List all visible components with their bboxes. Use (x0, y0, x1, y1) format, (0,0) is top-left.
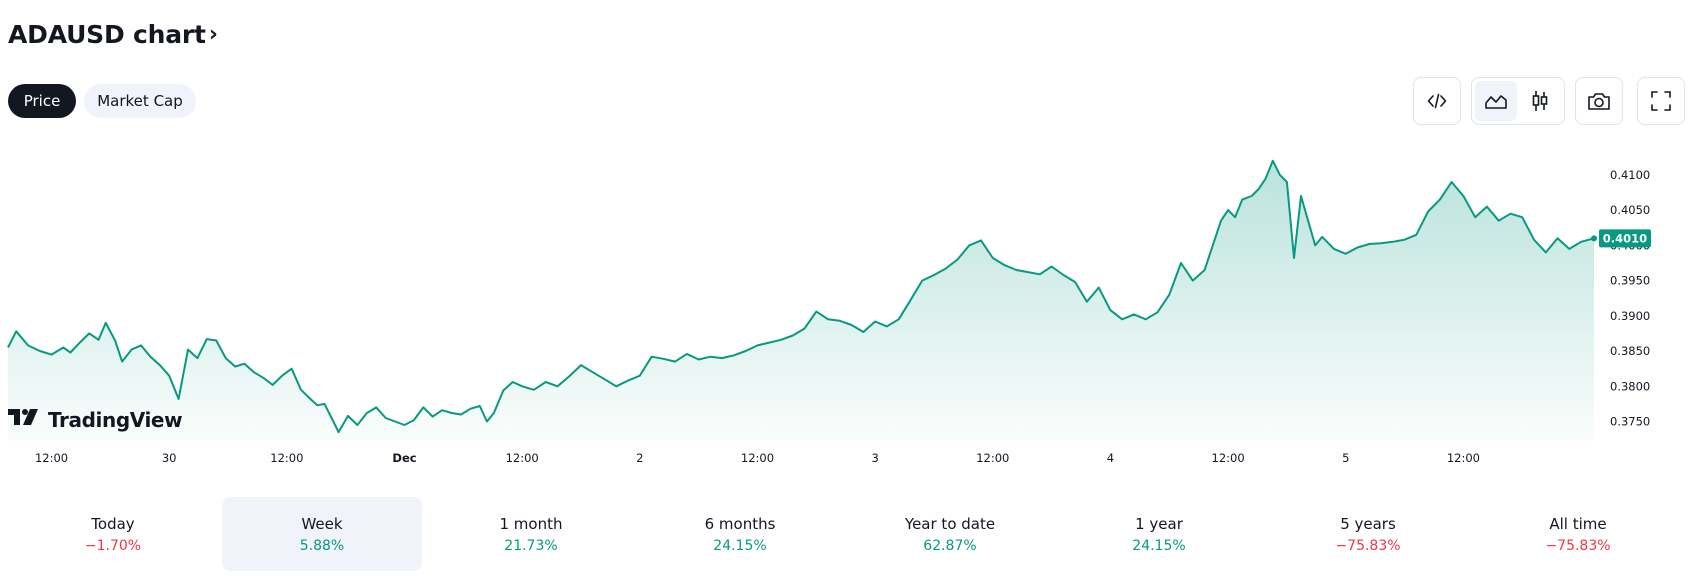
x-tick-label: 2 (636, 451, 643, 465)
last-price-label: 0.4010 (1603, 231, 1647, 245)
chart-type-toggle (1471, 77, 1565, 125)
period-week[interactable]: Week 5.88% (222, 497, 422, 571)
tradingview-logo[interactable]: TradingView (8, 407, 183, 432)
period-label: Today (91, 514, 135, 533)
x-tick-label: 5 (1342, 451, 1349, 465)
x-tick-label: 4 (1107, 451, 1114, 465)
fullscreen-icon (1650, 90, 1672, 112)
period-6-months[interactable]: 6 months 24.15% (640, 497, 840, 571)
period-value: 21.73% (504, 537, 558, 554)
last-price-dot (1591, 235, 1597, 242)
period-value: 24.15% (713, 537, 767, 554)
x-tick-label: 12:00 (35, 451, 68, 465)
x-tick-label: 12:00 (1447, 451, 1480, 465)
fullscreen-button[interactable] (1637, 77, 1685, 125)
x-tick-label: Dec (392, 451, 416, 465)
period-value: 62.87% (923, 537, 977, 554)
y-tick-label: 0.3750 (1610, 415, 1650, 429)
area-chart-button[interactable] (1475, 81, 1517, 121)
price-chart[interactable]: 0.37500.38000.38500.39000.39500.40000.40… (0, 140, 1694, 470)
x-tick-label: 12:00 (741, 451, 774, 465)
x-tick-label: 12:00 (1212, 451, 1245, 465)
period-value: −1.70% (84, 537, 142, 554)
period-1-year[interactable]: 1 year 24.15% (1059, 497, 1259, 571)
chart-title-link[interactable]: ADAUSD chart › (8, 18, 218, 50)
price-line (7, 159, 1595, 434)
area-chart-icon (1484, 91, 1508, 111)
period-label: Week (301, 514, 343, 533)
x-tick-label: 12:00 (976, 451, 1009, 465)
y-tick-label: 0.3800 (1610, 379, 1650, 393)
page-title: ADAUSD chart (8, 19, 206, 49)
x-tick-label: 12:00 (506, 451, 539, 465)
y-tick-label: 0.4100 (1610, 168, 1650, 182)
period-label: 1 year (1135, 514, 1183, 533)
period-value: −75.83% (1545, 537, 1611, 554)
period-value: 24.15% (1132, 537, 1186, 554)
period-year-to-date[interactable]: Year to date 62.87% (850, 497, 1050, 571)
candlestick-button[interactable] (1519, 81, 1561, 121)
snapshot-button[interactable] (1575, 77, 1623, 125)
period-value: 5.88% (299, 537, 345, 554)
tradingview-logo-icon (8, 407, 42, 432)
candlestick-icon (1530, 89, 1550, 113)
period-label: All time (1549, 514, 1607, 533)
code-icon (1426, 90, 1448, 112)
x-tick-label: 3 (871, 451, 878, 465)
tab-price[interactable]: Price (8, 84, 76, 118)
tradingview-wordmark: TradingView (48, 407, 183, 432)
period-label: Year to date (904, 514, 996, 533)
camera-icon (1587, 90, 1611, 112)
price-area-fill (8, 160, 1594, 442)
chevron-right-icon: › (208, 21, 218, 47)
x-tick-label: 30 (162, 451, 177, 465)
y-tick-label: 0.3950 (1610, 274, 1650, 288)
period-label: 1 month (499, 514, 563, 533)
x-tick-label: 12:00 (270, 451, 303, 465)
period-value: −75.83% (1335, 537, 1401, 554)
y-tick-label: 0.3850 (1610, 344, 1650, 358)
period-today[interactable]: Today −1.70% (13, 497, 213, 571)
last-price-badge (1599, 229, 1651, 248)
period-all-time[interactable]: All time −75.83% (1478, 497, 1678, 571)
period-1-month[interactable]: 1 month 21.73% (431, 497, 631, 571)
period-5-years[interactable]: 5 years −75.83% (1268, 497, 1468, 571)
period-label: 5 years (1340, 514, 1396, 533)
y-tick-label: 0.4050 (1610, 203, 1650, 217)
embed-button[interactable] (1413, 77, 1461, 125)
y-tick-label: 0.3900 (1610, 309, 1650, 323)
period-label: 6 months (704, 514, 776, 533)
tab-market-cap[interactable]: Market Cap (84, 84, 196, 118)
performance-periods: Today −1.70% Week 5.88% 1 month 21.73% 6… (0, 497, 1694, 571)
